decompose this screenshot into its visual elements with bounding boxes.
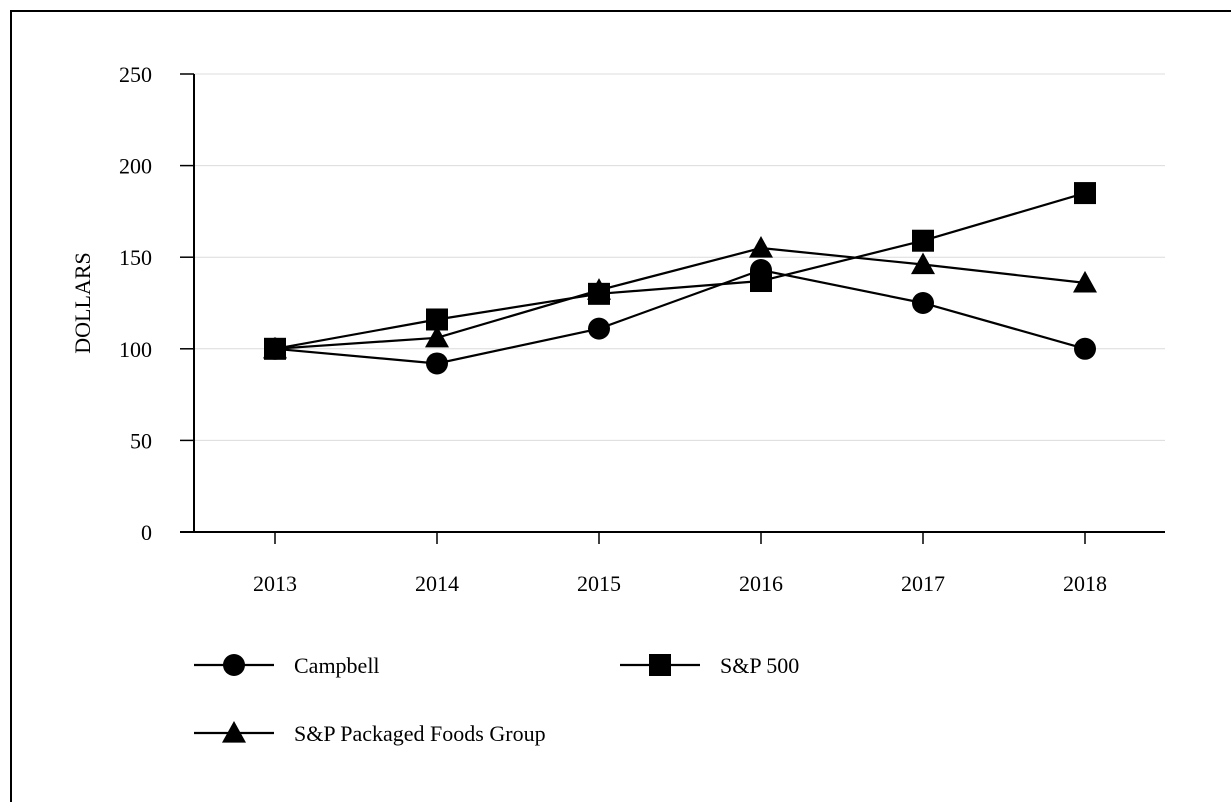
point-s-p-packaged-foods-group-2018: [1073, 270, 1097, 293]
y-tick-label-200: 200: [119, 154, 152, 179]
legend-item-s-p-packaged-foods-group: S&P Packaged Foods Group: [194, 721, 546, 746]
x-tick-label-2017: 2017: [901, 571, 945, 596]
point-s-p-packaged-foods-group-2015: [587, 278, 611, 300]
legend-marker-s-p-500: [649, 654, 671, 676]
point-s-p-packaged-foods-group-2017: [911, 252, 935, 275]
series-line-s-p-500: [274, 192, 1086, 350]
series-campbell: [264, 259, 1096, 375]
y-tick-label-50: 50: [130, 428, 152, 453]
point-s-p-500-2017: [912, 229, 934, 252]
y-tick-label-100: 100: [119, 337, 152, 362]
point-s-p-500-2014: [426, 308, 448, 331]
series-layer: [263, 182, 1097, 375]
point-s-p-packaged-foods-group-2014: [425, 325, 449, 348]
legend-item-s-p-500: S&P 500: [620, 653, 799, 678]
x-tick-label-2013: 2013: [253, 571, 297, 596]
legend: Campbell S&P 500 S&P Packaged Foods Group: [194, 653, 799, 746]
x-tick-label-2015: 2015: [577, 571, 621, 596]
x-tick-label-2014: 2014: [415, 571, 459, 596]
point-campbell-2018: [1074, 337, 1096, 360]
legend-label-campbell: Campbell: [294, 653, 380, 678]
series-line-campbell: [274, 268, 1086, 365]
y-tick-label-0: 0: [141, 520, 152, 545]
grid-lines: [194, 73, 1165, 441]
y-axis-label: DOLLARS: [70, 252, 95, 353]
axes: [180, 73, 1165, 544]
series-line-s-p-packaged-foods-group: [274, 246, 1086, 350]
legend-label-s-p-500: S&P 500: [720, 653, 799, 678]
y-tick-labels: 0 50 100 150 200 250: [119, 62, 152, 545]
legend-marker-campbell: [223, 654, 245, 676]
point-s-p-500-2018: [1074, 182, 1096, 205]
x-tick-label-2018: 2018: [1063, 571, 1107, 596]
point-campbell-2015: [588, 317, 610, 340]
series-s-p-packaged-foods-group: [263, 236, 1097, 359]
y-tick-label-250: 250: [119, 62, 152, 87]
point-s-p-packaged-foods-group-2016: [749, 236, 773, 258]
chart-frame: [10, 10, 1231, 802]
legend-marker-s-p-packaged-foods-group: [222, 721, 246, 743]
y-tick-label-150: 150: [119, 245, 152, 270]
point-campbell-2014: [426, 352, 448, 375]
point-s-p-packaged-foods-group-2013: [263, 336, 287, 359]
legend-label-s-p-packaged-foods-group: S&P Packaged Foods Group: [294, 721, 546, 746]
point-s-p-500-2016: [750, 270, 772, 293]
point-campbell-2017: [912, 292, 934, 314]
legend-item-campbell: Campbell: [194, 653, 380, 678]
x-tick-labels: 2013 2014 2015 2016 2017 2018: [253, 571, 1107, 596]
x-tick-label-2016: 2016: [739, 571, 783, 596]
